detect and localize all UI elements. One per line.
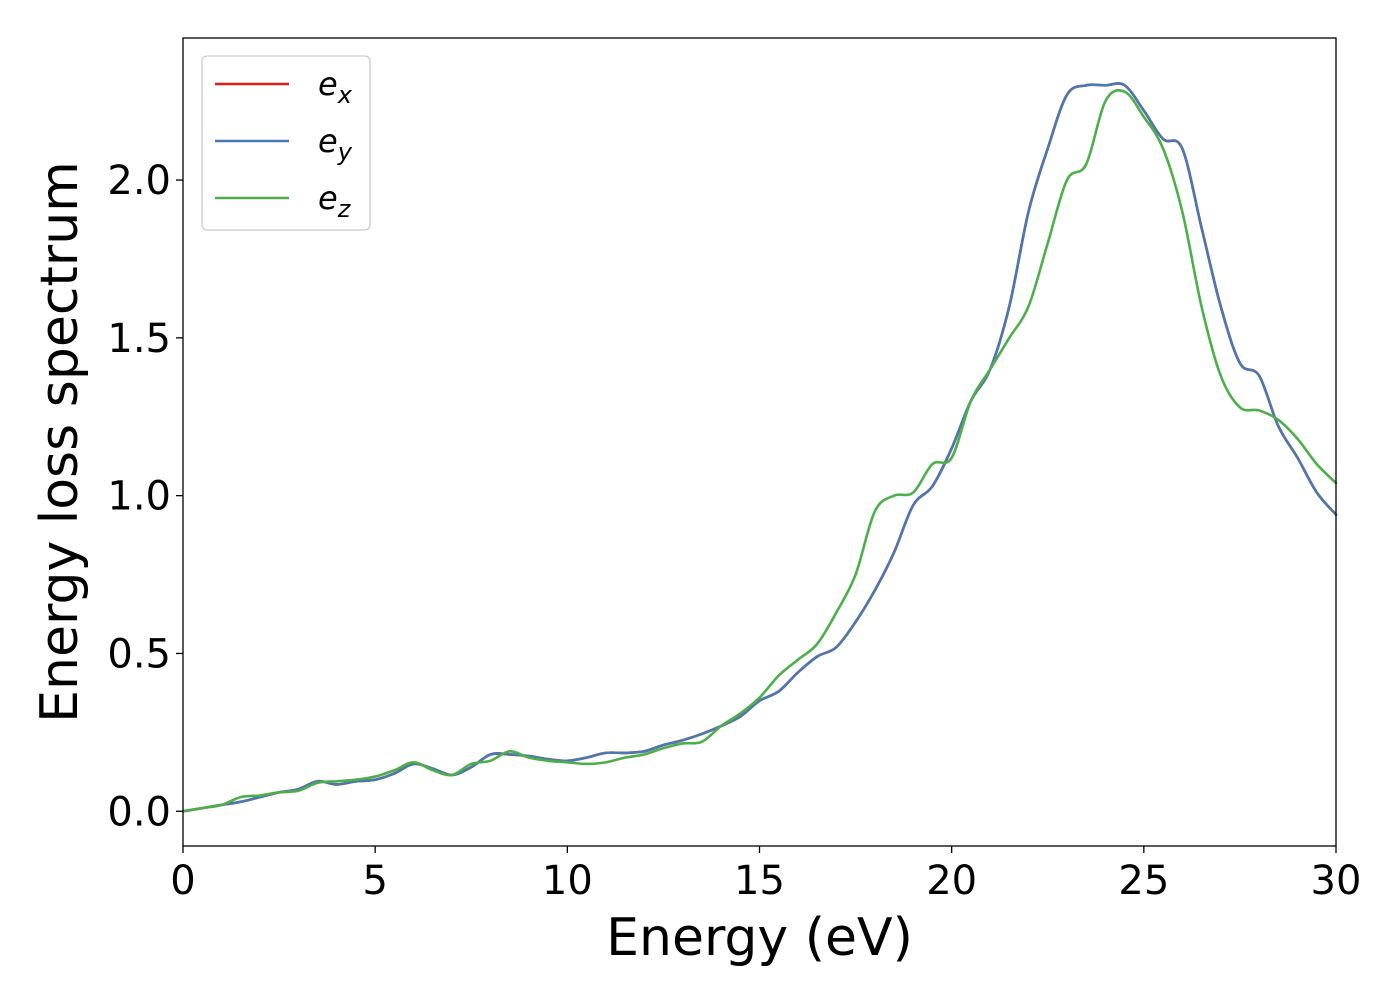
series-line-e-y <box>181 82 1338 813</box>
y-tick-label: 2.0 <box>107 158 171 204</box>
x-tick-label: 20 <box>926 858 977 904</box>
y-tick-label: 0.0 <box>107 789 171 835</box>
series-line-e-z <box>181 89 1338 813</box>
y-tick-label: 0.5 <box>107 631 171 677</box>
x-axis-title: Energy (eV) <box>606 908 913 968</box>
x-tick-label: 5 <box>362 858 387 904</box>
series-layer <box>181 82 1338 813</box>
x-tick-label: 25 <box>1118 858 1169 904</box>
y-axis: 0.0 0.5 1.0 1.5 2.0 <box>107 158 183 835</box>
x-tick-label: 0 <box>170 858 195 904</box>
x-tick-label: 10 <box>542 858 593 904</box>
legend-box <box>201 55 371 231</box>
x-tick-label: 30 <box>1311 858 1362 904</box>
y-tick-label: 1.5 <box>107 316 171 362</box>
plot-background <box>183 38 1336 846</box>
y-tick-label: 1.0 <box>107 474 171 520</box>
x-tick-label: 15 <box>734 858 785 904</box>
x-axis: 0 5 10 15 20 25 30 <box>170 846 1361 904</box>
y-axis-title: Energy loss spectrum <box>30 161 90 723</box>
